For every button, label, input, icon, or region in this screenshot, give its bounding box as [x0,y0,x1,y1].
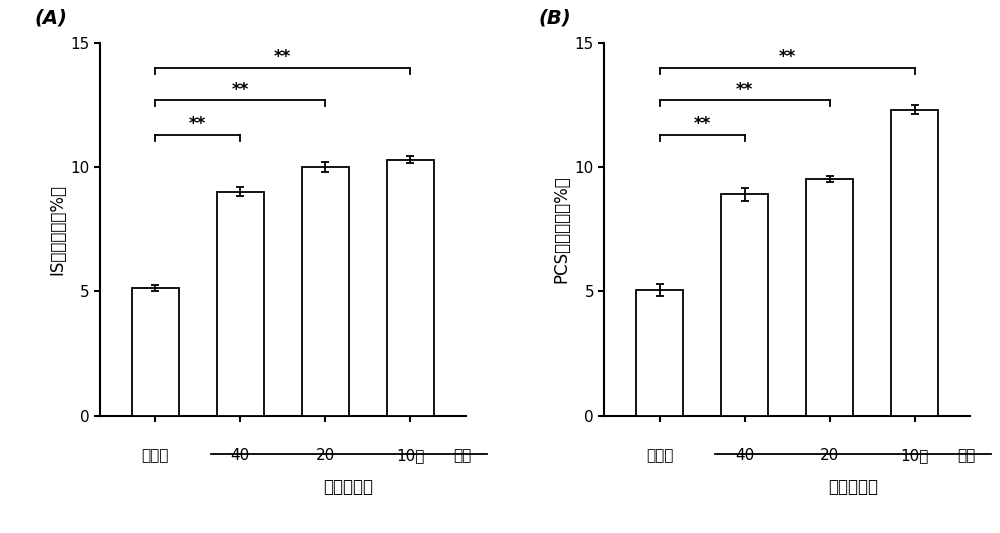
Bar [721,195,768,416]
Text: 稀释: 稀释 [453,448,471,463]
Text: 20: 20 [316,448,335,463]
Text: (B): (B) [539,9,571,28]
Text: **: ** [694,116,711,133]
Y-axis label: PCS透析效率（%）: PCS透析效率（%） [553,175,571,283]
Text: 10倍: 10倍 [396,448,424,463]
Text: 10倍: 10倍 [901,448,929,463]
Text: 40: 40 [735,448,754,463]
Bar [132,288,179,416]
Text: 丹红注射液: 丹红注射液 [828,478,878,496]
Bar [636,290,683,416]
Text: 丹红注射液: 丹红注射液 [324,478,374,496]
Bar [217,192,264,416]
Text: **: ** [274,49,291,66]
Text: 40: 40 [231,448,250,463]
Y-axis label: IS透析效率（%）: IS透析效率（%） [48,184,66,274]
Text: **: ** [189,116,206,133]
Text: 稀释: 稀释 [957,448,975,463]
Text: 空白组: 空白组 [646,448,673,463]
Bar [302,167,349,416]
Text: 20: 20 [820,448,839,463]
Bar [891,110,938,416]
Text: **: ** [779,49,796,66]
Text: **: ** [232,80,249,99]
Bar [806,180,853,416]
Text: 空白组: 空白组 [142,448,169,463]
Text: **: ** [736,80,753,99]
Bar [387,159,434,416]
Text: (A): (A) [34,9,67,28]
